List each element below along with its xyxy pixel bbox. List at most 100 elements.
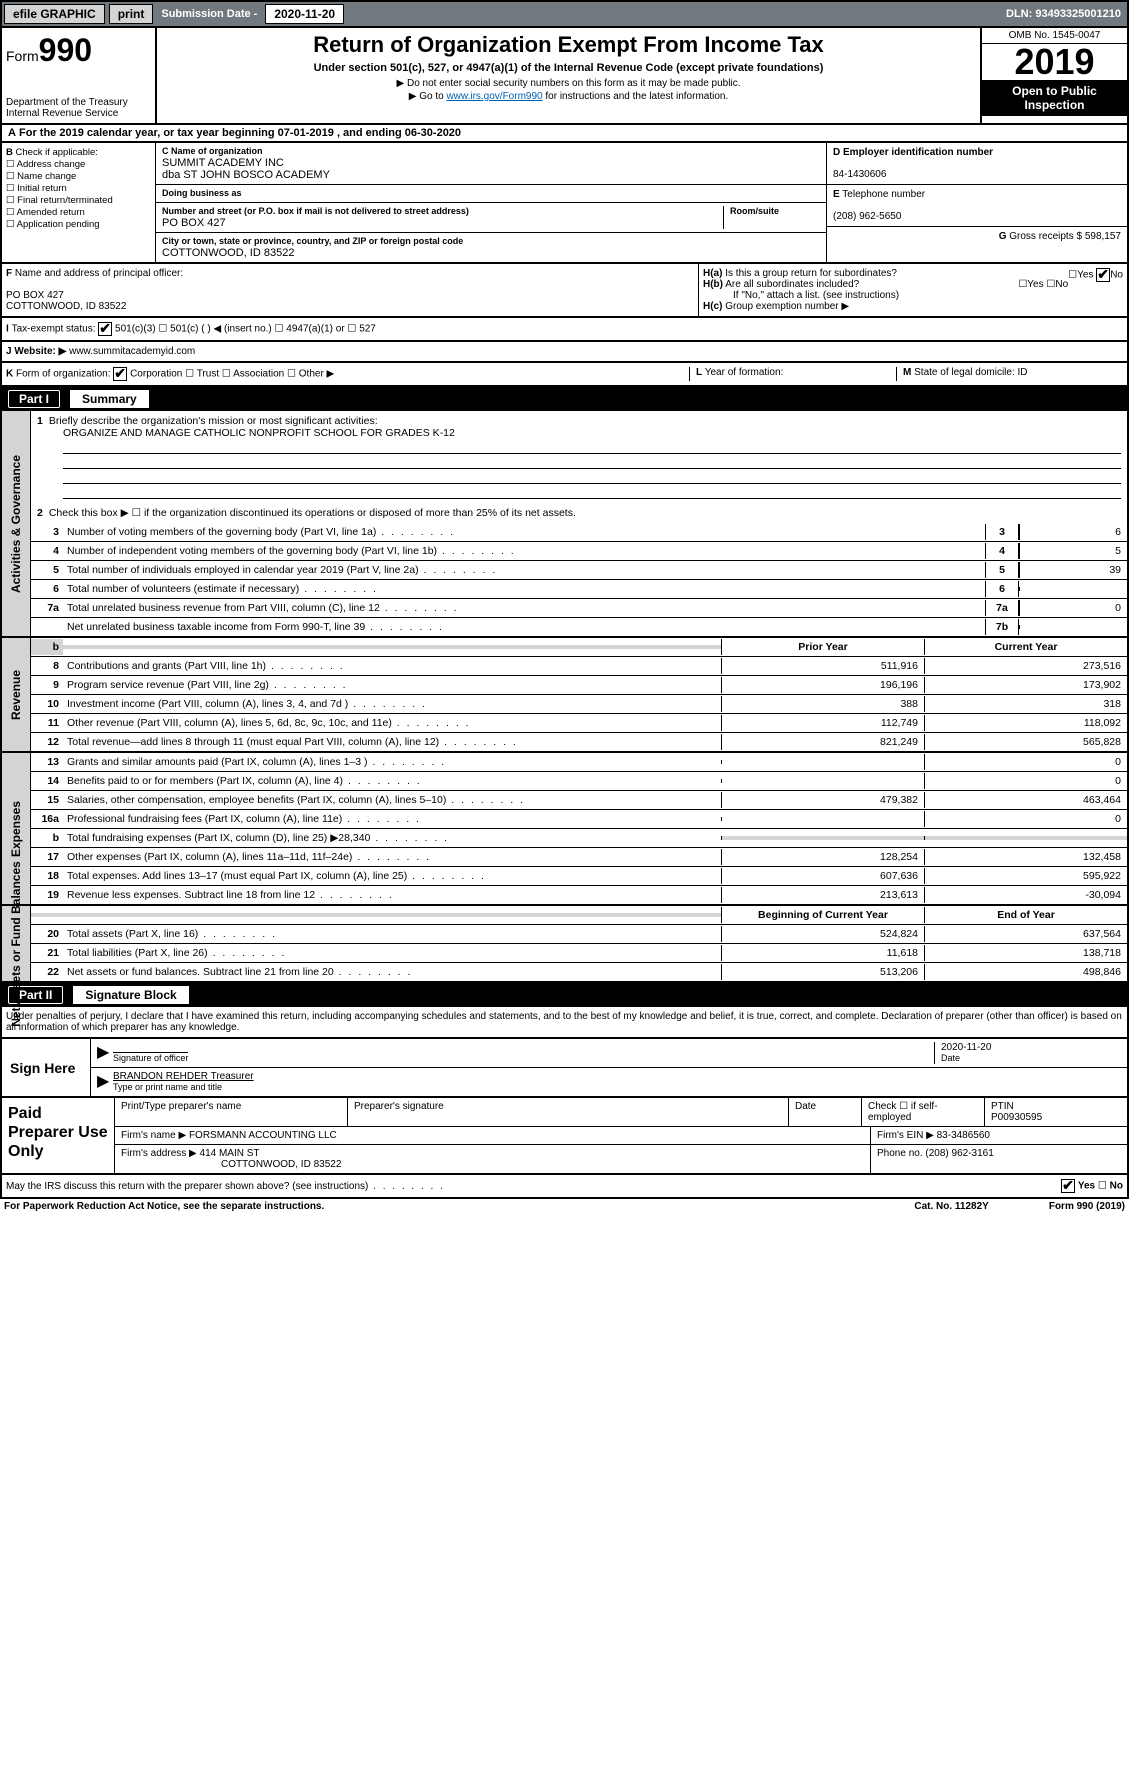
vert-activities: Activities & Governance (9, 454, 23, 592)
header-note-2b: for instructions and the latest informat… (543, 91, 729, 102)
form-subtitle: Under section 501(c), 527, or 4947(a)(1)… (161, 62, 976, 74)
header-note-2a: Go to (419, 91, 446, 102)
activities-section: Activities & Governance 1Briefly describ… (0, 411, 1129, 638)
net-line-21: 21Total liabilities (Part X, line 26)11,… (31, 944, 1127, 963)
chk-initial-return[interactable]: ☐ Initial return (6, 183, 151, 194)
c-name-label: Name of organization (171, 146, 263, 156)
chk-name-change[interactable]: ☐ Name change (6, 171, 151, 182)
m-label: State of legal domicile: (914, 367, 1017, 378)
efile-label: efile GRAPHIC (4, 4, 105, 24)
f-label: Name and address of principal officer: (15, 268, 183, 279)
phone-value: (208) 962-5650 (833, 211, 901, 222)
form-word: Form (6, 48, 39, 64)
footer-left: For Paperwork Reduction Act Notice, see … (4, 1201, 324, 1212)
summary-line-3: 3Number of voting members of the governi… (31, 523, 1127, 542)
hc-label: Group exemption number ▶ (725, 301, 849, 312)
rev-line-9: 9Program service revenue (Part VIII, lin… (31, 676, 1127, 695)
paid-h0: Print/Type preparer's name (115, 1098, 348, 1126)
j-row: J Website: ▶ www.summitacademyid.com (0, 342, 1129, 363)
website-value: www.summitacademyid.com (69, 346, 195, 357)
summary-line-7a: 7aTotal unrelated business revenue from … (31, 599, 1127, 618)
phone-label: Telephone number (842, 189, 925, 200)
l1-label: Briefly describe the organization's miss… (49, 415, 378, 427)
org-name: SUMMIT ACADEMY INC (162, 157, 284, 169)
sig-name-value: BRANDON REHDER Treasurer (113, 1071, 254, 1082)
line-a-tax-year: A For the 2019 calendar year, or tax yea… (0, 125, 1129, 143)
firm-addr2: COTTONWOOD, ID 83522 (221, 1159, 341, 1170)
net-line-20: 20Total assets (Part X, line 16)524,8246… (31, 925, 1127, 944)
submission-date-label: Submission Date - (157, 8, 261, 20)
sig-date-label: Date (941, 1053, 960, 1063)
street-value: PO BOX 427 (162, 217, 226, 229)
paid-chk: Check ☐ if self-employed (862, 1098, 985, 1126)
paid-preparer-block: Paid Preparer Use Only Print/Type prepar… (0, 1098, 1129, 1175)
form-header: Form990 Department of the Treasury Inter… (0, 28, 1129, 125)
paid-h2: Date (789, 1098, 862, 1126)
summary-line-7b: Net unrelated business taxable income fr… (31, 618, 1127, 636)
sig-name-label: Type or print name and title (113, 1082, 222, 1092)
gross-label: Gross receipts $ (1009, 231, 1082, 242)
summary-line-6: 6Total number of volunteers (estimate if… (31, 580, 1127, 599)
hb-note: If "No," attach a list. (see instruction… (703, 290, 1123, 301)
open-public: Open to Public (1012, 84, 1097, 98)
l1-value: ORGANIZE AND MANAGE CATHOLIC NONPROFIT S… (63, 427, 455, 439)
exp-line-19: 19Revenue less expenses. Subtract line 1… (31, 886, 1127, 904)
form-title: Return of Organization Exempt From Incom… (161, 32, 976, 58)
exp-line-b: bTotal fundraising expenses (Part IX, co… (31, 829, 1127, 848)
part-ii-header: Part II Signature Block (0, 983, 1129, 1007)
officer-addr2: COTTONWOOD, ID 83522 (6, 301, 126, 312)
chk-501c3[interactable] (98, 322, 112, 336)
chk-app-pending[interactable]: ☐ Application pending (6, 219, 151, 230)
chk-final-return[interactable]: ☐ Final return/terminated (6, 195, 151, 206)
net-assets-section: Net Assets or Fund Balances Beginning of… (0, 906, 1129, 983)
firm-value: FORSMANN ACCOUNTING LLC (189, 1130, 337, 1141)
summary-line-4: 4Number of independent voting members of… (31, 542, 1127, 561)
city-label: City or town, state or province, country… (162, 236, 463, 246)
instructions-link[interactable]: www.irs.gov/Form990 (446, 91, 542, 102)
chk-corporation[interactable] (113, 367, 127, 381)
chk-amended[interactable]: ☐ Amended return (6, 207, 151, 218)
submission-date-value: 2020-11-20 (265, 4, 344, 24)
hdr-end: End of Year (924, 907, 1127, 923)
firm-label: Firm's name ▶ (121, 1130, 186, 1141)
ptin-value: P00930595 (991, 1112, 1042, 1123)
entity-block: B Check if applicable: ☐ Address change … (0, 143, 1129, 264)
discuss-row: May the IRS discuss this return with the… (0, 1175, 1129, 1199)
part-i-header: Part I Summary (0, 387, 1129, 411)
ein-label: Employer identification number (843, 147, 993, 158)
i-label: Tax-exempt status: (12, 324, 96, 335)
firm-addr-label: Firm's address ▶ (121, 1148, 197, 1159)
expenses-section: Expenses 13Grants and similar amounts pa… (0, 753, 1129, 906)
i-row: I Tax-exempt status: 501(c)(3) ☐ 501(c) … (0, 318, 1129, 342)
summary-line-5: 5Total number of individuals employed in… (31, 561, 1127, 580)
ptin-label: PTIN (991, 1101, 1014, 1112)
l-label: Year of formation: (705, 367, 784, 378)
k-label: Form of organization: (16, 369, 111, 380)
b-label: Check if applicable: (16, 147, 98, 158)
exp-line-15: 15Salaries, other compensation, employee… (31, 791, 1127, 810)
vert-net: Net Assets or Fund Balances (9, 861, 23, 1027)
hb-label: Are all subordinates included? (725, 279, 859, 290)
street-label: Number and street (or P.O. box if mail i… (162, 206, 469, 216)
firm-phone-label: Phone no. (877, 1148, 923, 1159)
exp-line-16a: 16aProfessional fundraising fees (Part I… (31, 810, 1127, 829)
print-button[interactable]: print (109, 4, 154, 24)
paid-h1: Preparer's signature (348, 1098, 789, 1126)
vert-revenue: Revenue (9, 669, 23, 719)
dln-value: DLN: 93493325001210 (1006, 8, 1121, 20)
ha-no-checked[interactable] (1096, 268, 1110, 282)
ein-value: 84-1430606 (833, 169, 886, 180)
dba-label: Doing business as (162, 188, 242, 198)
firm-addr1: 414 MAIN ST (200, 1148, 260, 1159)
discuss-yes[interactable] (1061, 1179, 1075, 1193)
rev-line-12: 12Total revenue—add lines 8 through 11 (… (31, 733, 1127, 751)
footer-cat: Cat. No. 11282Y (914, 1201, 988, 1212)
room-label: Room/suite (730, 206, 779, 216)
tax-year: 2019 (982, 44, 1127, 80)
chk-address-change[interactable]: ☐ Address change (6, 159, 151, 170)
org-dba: dba ST JOHN BOSCO ACADEMY (162, 169, 330, 181)
form-number: 990 (39, 32, 92, 68)
footer-right: Form 990 (2019) (1049, 1201, 1125, 1212)
inspection: Inspection (1024, 98, 1084, 112)
sig-date-value: 2020-11-20 (941, 1042, 991, 1053)
